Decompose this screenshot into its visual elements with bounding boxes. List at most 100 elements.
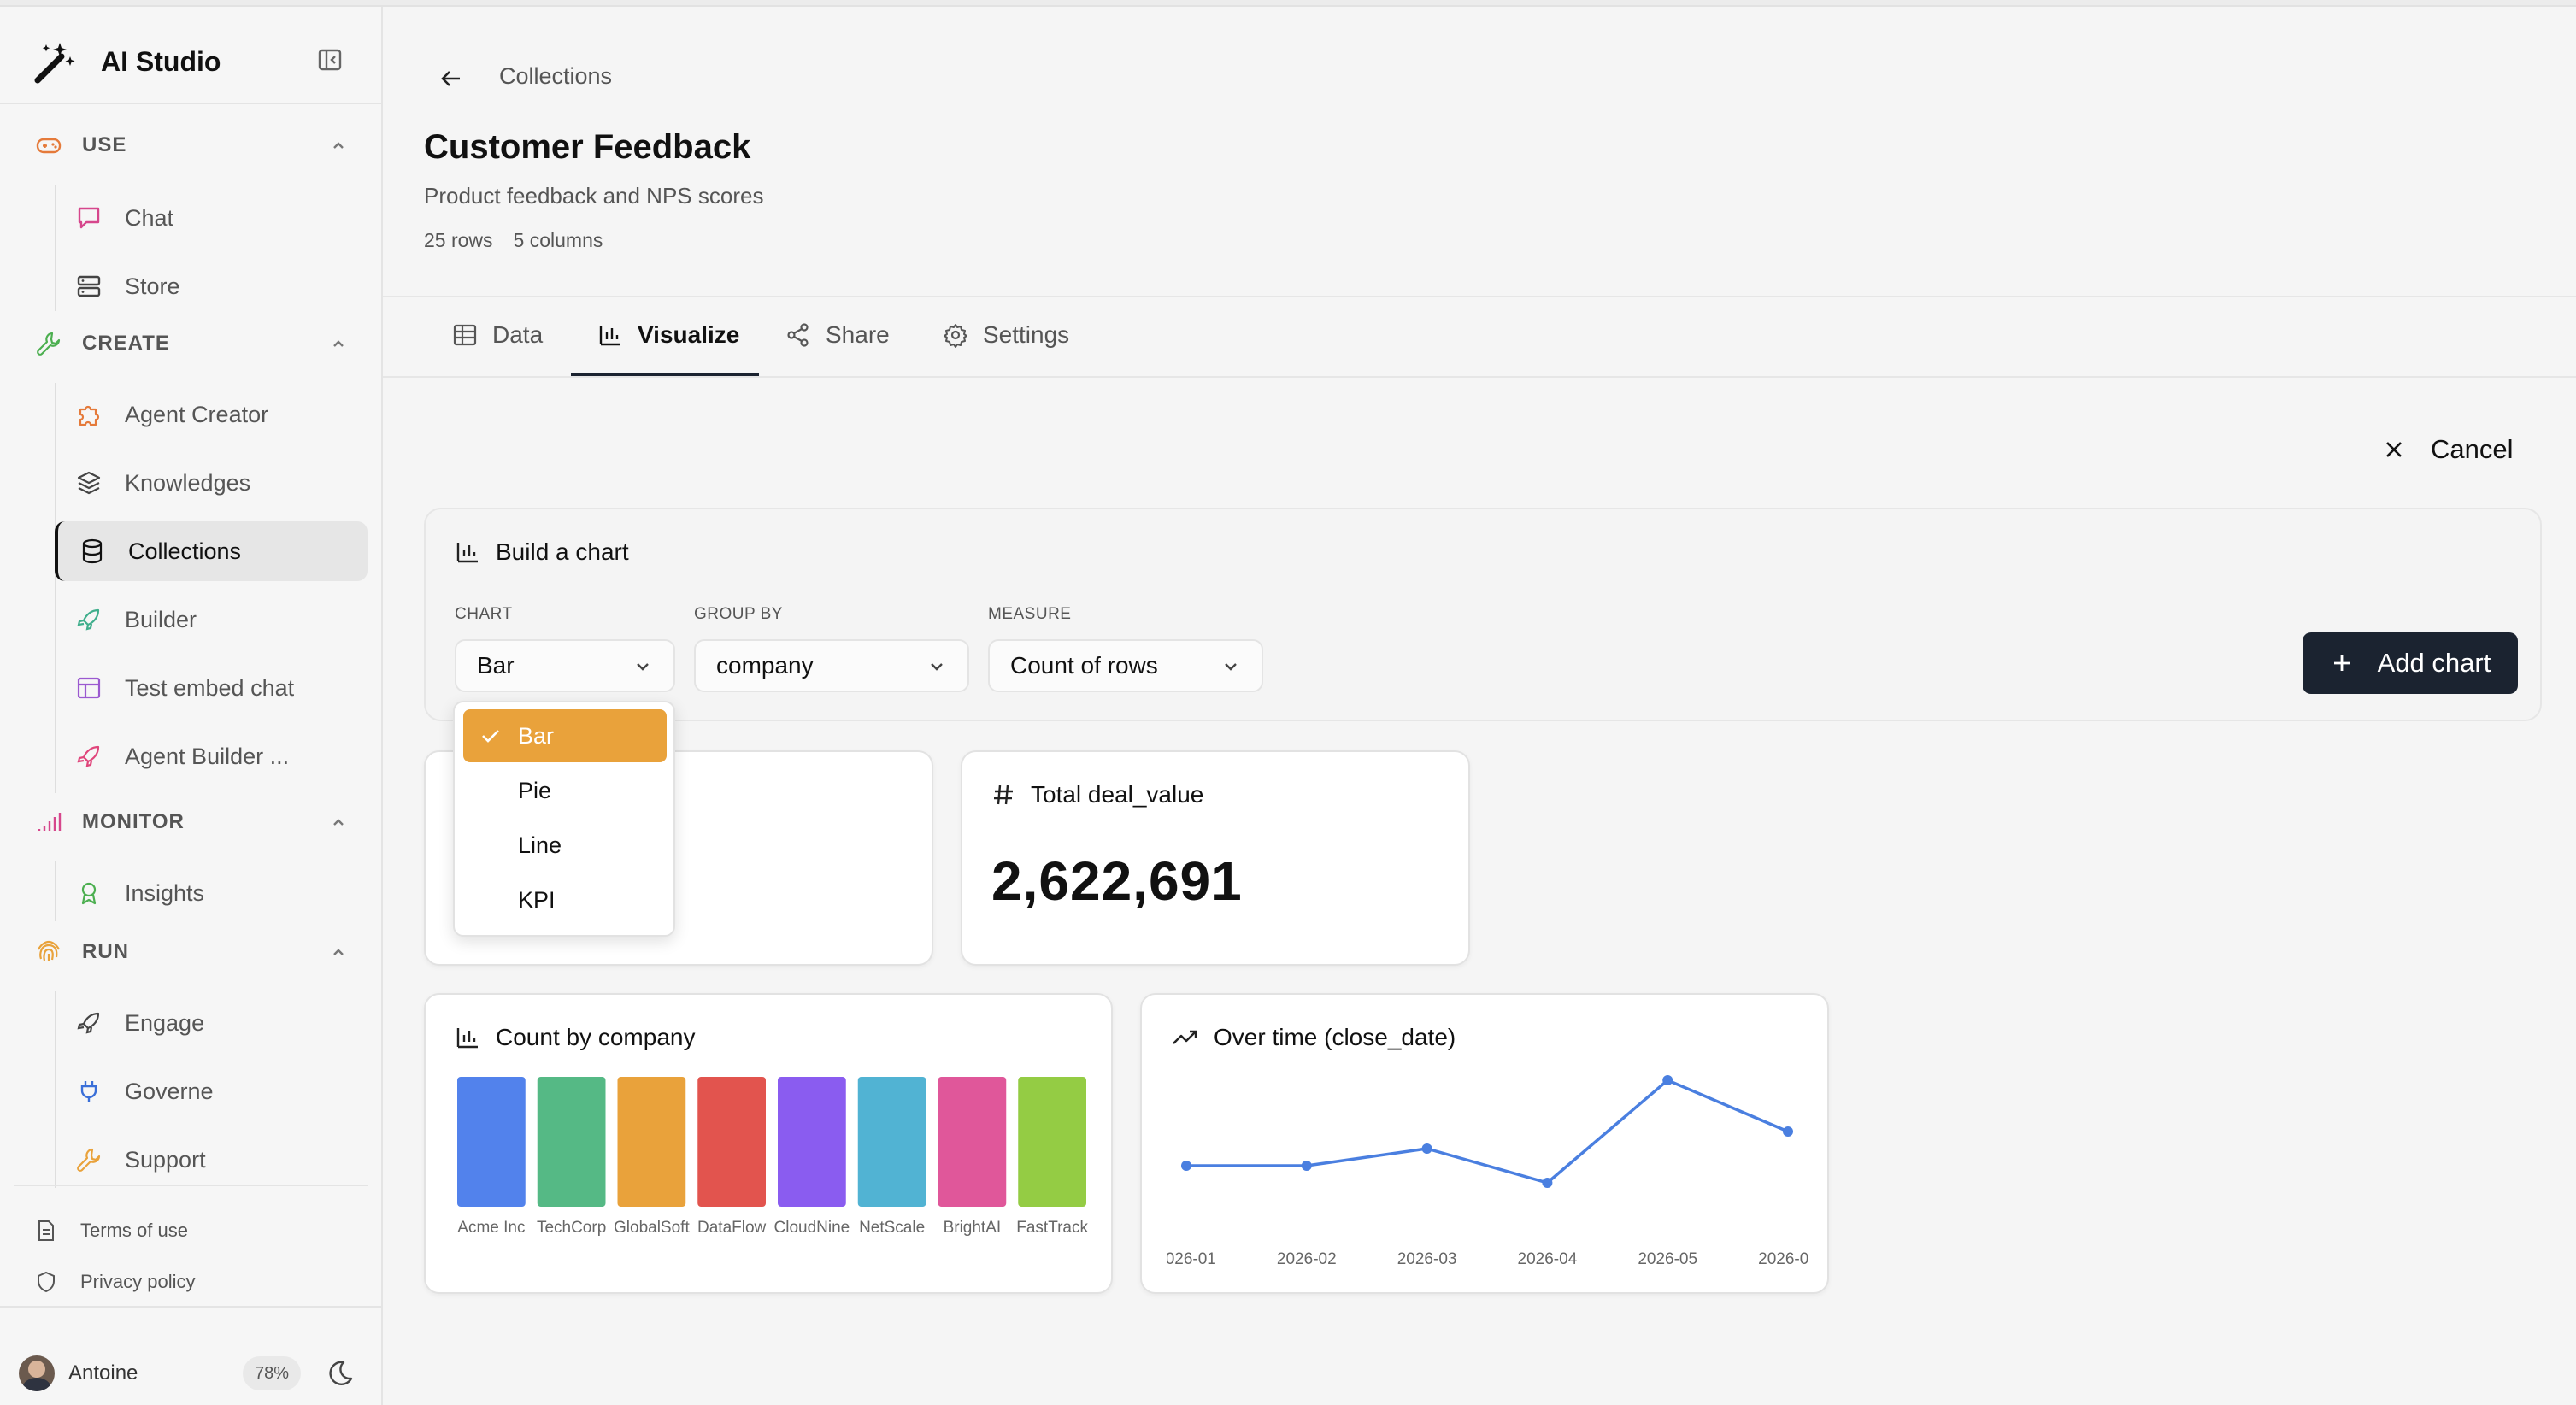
bar-chart-title: Count by company (496, 1024, 696, 1050)
line-chart-title: Over time (close_date) (1214, 1024, 1456, 1050)
line-point[interactable] (1542, 1178, 1553, 1188)
fingerprint-icon (38, 940, 60, 961)
chart-type-select[interactable]: Bar (455, 639, 675, 692)
sidebar-item-governe[interactable]: Governe (55, 1061, 368, 1121)
add-chart-button[interactable]: Add chart (2303, 632, 2518, 694)
table-icon (453, 324, 477, 346)
rocket-icon (77, 608, 100, 631)
line-point[interactable] (1181, 1161, 1191, 1171)
shield-icon (38, 1271, 55, 1293)
line-point[interactable] (1662, 1075, 1673, 1085)
avatar (19, 1355, 55, 1391)
sidebar-item-engage[interactable]: Engage (55, 993, 368, 1053)
x-tick-label: 2026-03 (1397, 1250, 1457, 1268)
section-create[interactable]: CREATE (34, 320, 350, 367)
bar-category-label: FastTrack (1016, 1219, 1088, 1237)
brand[interactable]: AI Studio (31, 29, 221, 94)
terms-of-use-link[interactable]: Terms of use (34, 1212, 188, 1249)
cancel-button[interactable]: Cancel (2381, 429, 2514, 470)
x-tick-label: 2026-06 (1758, 1250, 1808, 1268)
dropdown-option-line[interactable]: Line (518, 832, 562, 858)
x-tick-label: 2026-01 (1167, 1250, 1216, 1268)
sidebar-item-support[interactable]: Support (55, 1130, 368, 1190)
line-point[interactable] (1301, 1161, 1312, 1171)
chat-bubble-icon (78, 207, 100, 229)
bar-globalsoft[interactable] (617, 1077, 686, 1207)
chevron-down-icon (637, 663, 649, 671)
sidebar-item-knowledges[interactable]: Knowledges (55, 453, 368, 513)
line-point[interactable] (1421, 1143, 1432, 1154)
chevron-up-icon (333, 142, 344, 149)
signal-bars-icon (38, 813, 62, 831)
column-count: 5 columns (513, 229, 603, 251)
breadcrumb-collections[interactable]: Collections (499, 63, 613, 89)
sidebar-item-test-embed-chat[interactable]: Test embed chat (55, 658, 368, 718)
section-run[interactable]: RUN (34, 928, 350, 976)
wrench-icon (77, 1148, 101, 1172)
close-icon (2386, 442, 2402, 457)
gear-icon (944, 324, 967, 348)
section-label: CREATE (82, 332, 170, 355)
user-menu[interactable]: Antoine 78% (19, 1352, 361, 1395)
group-by-select[interactable]: company (694, 639, 969, 692)
usage-badge: 78% (243, 1356, 301, 1390)
bar-techcorp[interactable] (537, 1077, 606, 1207)
sidebar-item-chat[interactable]: Chat (55, 188, 368, 248)
tab-settings[interactable]: Settings (942, 311, 1069, 359)
award-icon (81, 882, 97, 905)
wrench-icon (37, 332, 61, 356)
bar-acme-inc[interactable] (457, 1077, 526, 1207)
bar-brightai[interactable] (938, 1077, 1007, 1207)
bar-chart-icon (599, 326, 620, 346)
section-label: USE (82, 133, 127, 156)
bar-chart-card[interactable]: Count by company Acme Inc TechCorp GlobalS… (424, 993, 1113, 1294)
builder-title: Build a chart (496, 538, 629, 565)
bar-cloudnine[interactable] (778, 1077, 846, 1207)
line-chart-header: Over time (close_date) (1171, 1024, 1456, 1051)
line-series (1186, 1079, 1789, 1185)
line-chart-card[interactable]: Over time (close_date) 2026-012026-02202… (1140, 993, 1829, 1294)
bar-category-label: GlobalSoft (614, 1219, 690, 1237)
sidebar-item-store[interactable]: Store (55, 256, 368, 316)
tab-data[interactable]: Data (451, 311, 543, 359)
layers-icon (77, 471, 101, 495)
bar-category-label: CloudNine (774, 1219, 850, 1237)
tab-visualize[interactable]: Visualize (597, 311, 739, 359)
moon-icon[interactable] (323, 1357, 356, 1390)
user-name: Antoine (68, 1361, 138, 1384)
section-use[interactable]: USE (34, 121, 350, 169)
chevron-up-icon (333, 949, 344, 955)
page-title: Customer Feedback (424, 128, 751, 166)
share-icon (787, 323, 809, 347)
dropdown-option-pie[interactable]: Pie (518, 777, 552, 803)
dropdown-option-kpi[interactable]: KPI (518, 886, 556, 913)
arrow-left-icon (441, 71, 460, 86)
sidebar-item-collections[interactable]: Collections (55, 521, 368, 581)
measure-select[interactable]: Count of rows (988, 639, 1263, 692)
privacy-policy-link[interactable]: Privacy policy (34, 1263, 195, 1301)
line-point[interactable] (1783, 1126, 1793, 1137)
back-button[interactable] (434, 62, 468, 96)
bar-fasttrack[interactable] (1018, 1077, 1086, 1207)
tab-share[interactable]: Share (785, 311, 890, 359)
sidebar-item-agent-creator[interactable]: Agent Creator (55, 385, 368, 444)
storage-icon (77, 275, 101, 297)
kpi-card[interactable]: Total deal_value 2,622,691 (961, 750, 1470, 966)
sidebar-item-agent-builder[interactable]: Agent Builder ... (55, 726, 368, 786)
section-label: MONITOR (82, 810, 185, 833)
dropdown-option-bar[interactable]: Bar (463, 709, 667, 762)
section-label: RUN (82, 940, 129, 963)
sidebar-item-insights[interactable]: Insights (55, 863, 368, 923)
section-monitor[interactable]: MONITOR (34, 798, 350, 846)
collapse-sidebar-button[interactable] (313, 43, 347, 77)
bar-category-label: DataFlow (697, 1219, 767, 1237)
hash-icon (994, 785, 1013, 805)
bar-netscale[interactable] (857, 1077, 926, 1207)
kpi-title: Total deal_value (1031, 781, 1204, 808)
row-count: 25 rows (424, 229, 493, 251)
bar-dataflow[interactable] (697, 1077, 766, 1207)
nav-rail (55, 861, 56, 921)
kpi-card-header: Total deal_value (991, 781, 1203, 808)
sidebar-divider (0, 1306, 381, 1308)
sidebar-item-builder[interactable]: Builder (55, 590, 368, 650)
